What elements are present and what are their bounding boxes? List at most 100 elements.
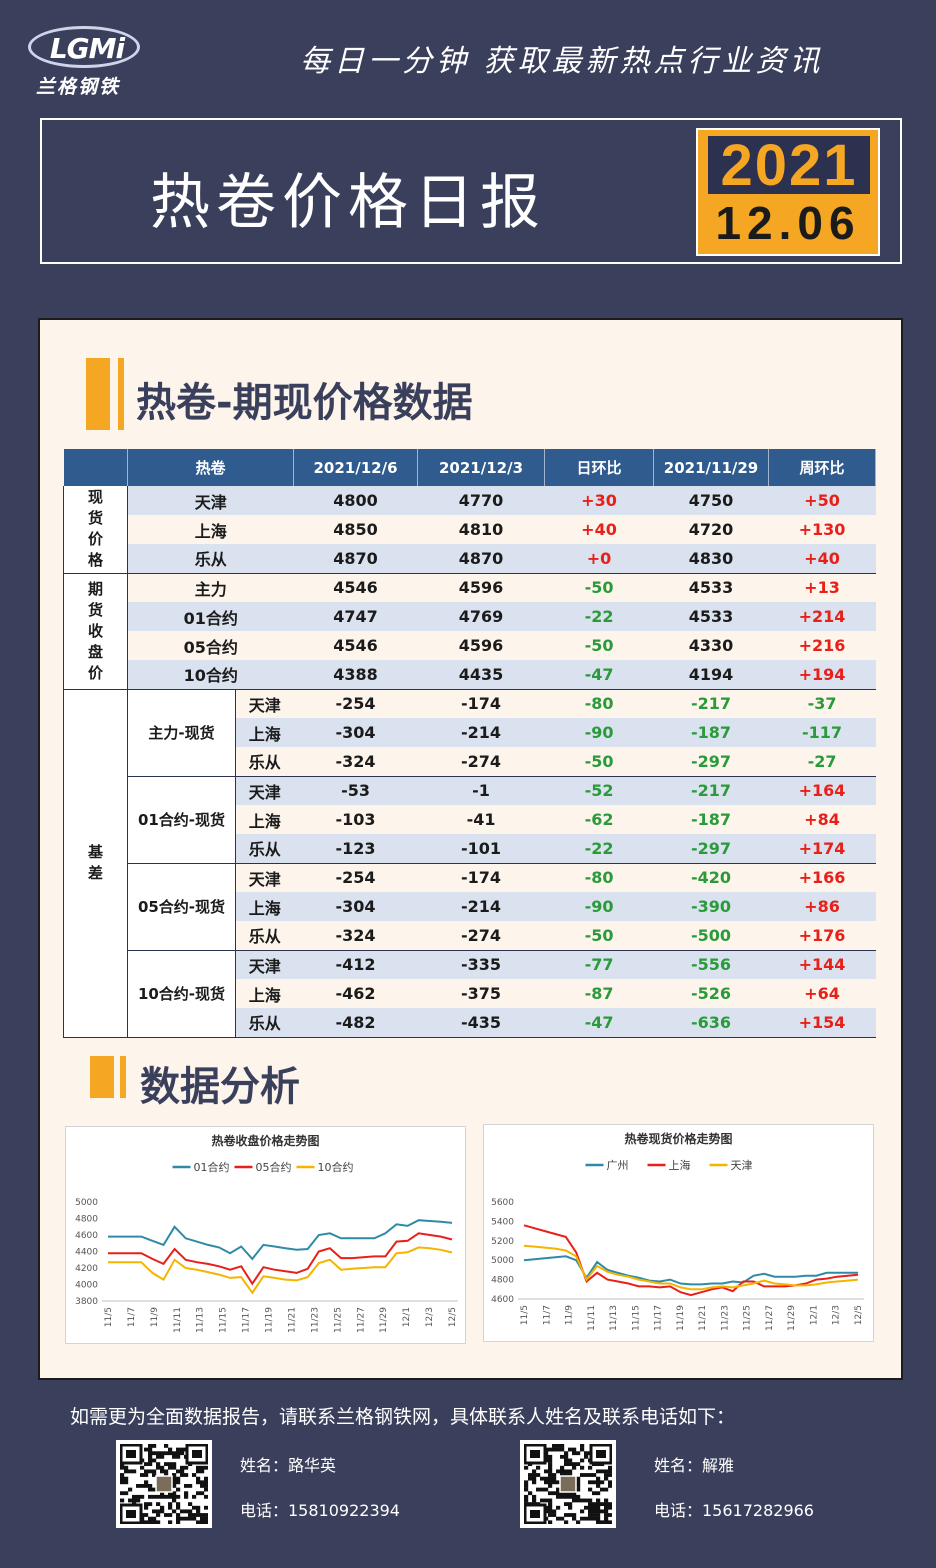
y-tick-label: 4800 bbox=[491, 1276, 514, 1286]
table-cell: -297 bbox=[653, 834, 769, 864]
logo-oval bbox=[28, 26, 140, 68]
qr-module bbox=[548, 1462, 553, 1467]
qr-module bbox=[144, 1469, 149, 1474]
qr-module bbox=[608, 1513, 613, 1517]
qr-module bbox=[592, 1480, 597, 1485]
qr-module bbox=[160, 1505, 165, 1510]
qr-module bbox=[184, 1465, 189, 1470]
x-tick-label: 12/1 bbox=[402, 1307, 412, 1327]
table-cell: -217 bbox=[653, 776, 769, 805]
qr-module bbox=[148, 1502, 153, 1507]
qr-module bbox=[172, 1476, 177, 1481]
table-cell: -274 bbox=[417, 747, 545, 777]
qr-module bbox=[144, 1513, 149, 1517]
qr-module bbox=[600, 1469, 605, 1474]
qr-module bbox=[532, 1476, 537, 1481]
qr-module bbox=[568, 1494, 573, 1499]
series-line bbox=[523, 1255, 858, 1286]
qr-module bbox=[596, 1502, 601, 1507]
qr-module bbox=[152, 1509, 157, 1514]
qr-module bbox=[176, 1502, 181, 1507]
qr-module bbox=[600, 1480, 605, 1485]
qr-module bbox=[572, 1513, 577, 1517]
qr-module bbox=[176, 1516, 181, 1521]
qr-module bbox=[568, 1473, 573, 1477]
qr-module bbox=[156, 1454, 161, 1459]
qr-module bbox=[588, 1480, 593, 1485]
x-tick-label: 11/19 bbox=[676, 1305, 686, 1331]
x-tick-label: 12/5 bbox=[448, 1307, 458, 1327]
table-row: 现货价格天津 4800 4770 +30 4750 +50 bbox=[63, 486, 876, 574]
qr-module bbox=[576, 1480, 581, 1485]
table-cell: -174 bbox=[460, 868, 502, 888]
qr-module bbox=[176, 1505, 181, 1510]
table-cell: -324 bbox=[293, 921, 418, 951]
qr-avatar bbox=[155, 1475, 173, 1493]
futures-group-label: 期货收盘价 bbox=[63, 573, 128, 690]
qr-module bbox=[148, 1451, 153, 1456]
qr-module bbox=[548, 1513, 553, 1517]
table-cell: -22 bbox=[544, 834, 654, 864]
x-tick-label: 11/27 bbox=[356, 1307, 366, 1333]
qr-finder bbox=[185, 1443, 209, 1465]
qr-module bbox=[572, 1451, 577, 1456]
qr-module bbox=[548, 1447, 553, 1452]
qr-module bbox=[568, 1505, 573, 1510]
qr-module bbox=[192, 1513, 197, 1517]
qr-module bbox=[568, 1458, 573, 1463]
qr-module bbox=[196, 1476, 201, 1481]
qr-module bbox=[144, 1473, 149, 1477]
qr-module bbox=[592, 1473, 597, 1477]
table-cell: -90 bbox=[544, 892, 654, 921]
table-row: 上海 -103 -41 -62 -187 +84 bbox=[64, 805, 876, 834]
table-cell: -52 bbox=[544, 776, 654, 805]
qr-module bbox=[588, 1509, 593, 1514]
qr-module bbox=[552, 1444, 557, 1448]
table-cell: -80 bbox=[584, 868, 614, 888]
table-cell: -304 bbox=[293, 718, 418, 747]
qr-module bbox=[184, 1473, 189, 1477]
table-cell: -214 bbox=[417, 892, 545, 921]
qr-module bbox=[572, 1447, 577, 1452]
qr-module bbox=[148, 1484, 153, 1488]
qr-module bbox=[152, 1473, 157, 1477]
qr-code-icon bbox=[520, 1440, 616, 1528]
qr-module bbox=[552, 1513, 557, 1517]
qr-module bbox=[576, 1476, 581, 1481]
y-tick-label: 4600 bbox=[491, 1295, 514, 1305]
qr-module bbox=[160, 1491, 165, 1496]
qr-module bbox=[588, 1465, 593, 1470]
qr-module bbox=[196, 1491, 201, 1496]
qr-module bbox=[176, 1487, 181, 1492]
qr-module bbox=[540, 1476, 545, 1481]
qr-module bbox=[596, 1484, 601, 1488]
qr-module bbox=[564, 1520, 569, 1525]
table-cell: -53 bbox=[293, 776, 418, 805]
table-cell: +216 bbox=[798, 636, 846, 655]
qr-module bbox=[180, 1473, 185, 1477]
header-cell: 2021/12/3 bbox=[417, 449, 546, 486]
x-tick-label: 11/19 bbox=[265, 1307, 275, 1333]
table-row: 期货收盘价 主力 4546 4596 -50 4533 +13 bbox=[63, 573, 876, 690]
qr-module bbox=[200, 1491, 205, 1496]
contact-line: 如需更为全面数据报告，请联系兰格钢铁网，具体联系人姓名及联系电话如下： bbox=[70, 1406, 736, 1428]
qr-module bbox=[596, 1498, 601, 1503]
qr-module bbox=[572, 1494, 577, 1499]
qr-finder bbox=[192, 1450, 202, 1458]
qr-module bbox=[604, 1502, 609, 1507]
qr-module bbox=[560, 1491, 565, 1496]
qr-module bbox=[604, 1513, 609, 1517]
section-title-table: 热卷-期现价格数据 bbox=[136, 380, 473, 426]
qr-module bbox=[604, 1487, 609, 1492]
qr-module bbox=[204, 1505, 209, 1510]
qr-module bbox=[156, 1451, 161, 1456]
qr-module bbox=[204, 1484, 209, 1488]
qr-module bbox=[140, 1465, 145, 1470]
qr-module bbox=[592, 1516, 597, 1521]
table-cell: -50 bbox=[584, 578, 614, 598]
qr-module bbox=[120, 1491, 125, 1496]
table-cell: -297 bbox=[653, 747, 769, 777]
qr-module bbox=[164, 1462, 169, 1467]
qr-module bbox=[136, 1484, 141, 1488]
table-cell: 4769 bbox=[417, 602, 545, 631]
